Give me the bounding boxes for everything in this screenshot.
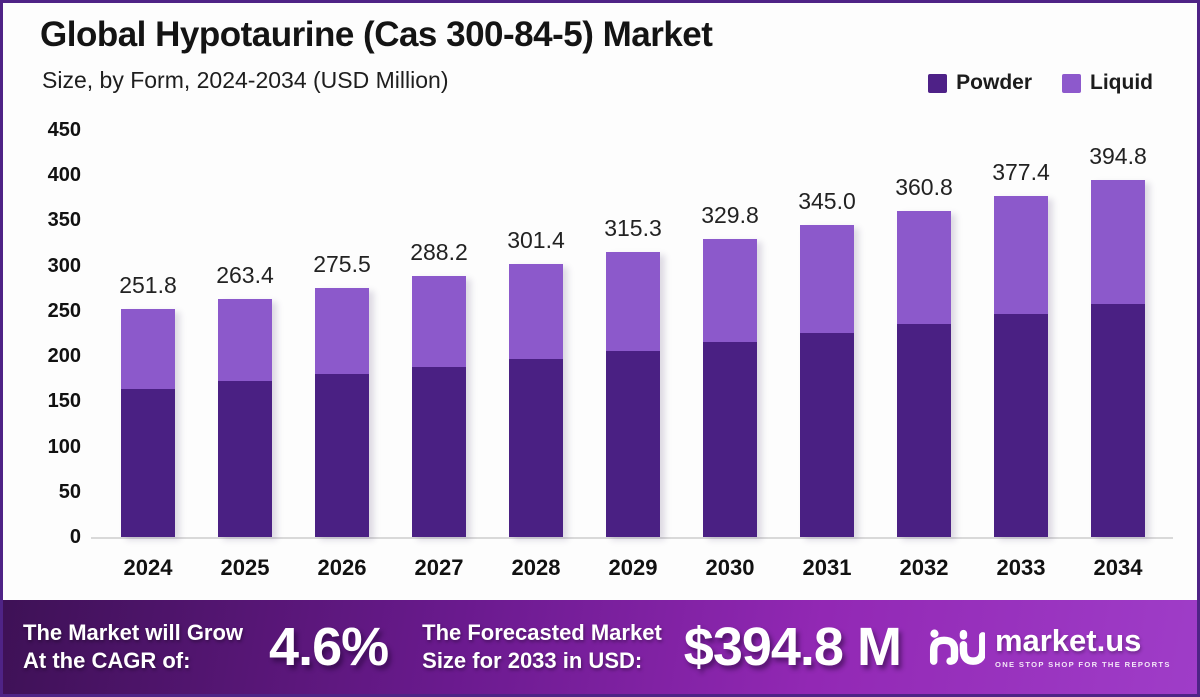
x-axis-label-2034: 2034 (1093, 555, 1143, 580)
cagr-label: The Market will Grow At the CAGR of: (23, 619, 243, 675)
page-title: Global Hypotaurine (Cas 300-84-5) Market (40, 15, 713, 54)
x-axis-label-2026: 2026 (317, 555, 367, 580)
marketus-logo-icon (929, 629, 985, 665)
bar-2025 (218, 298, 272, 537)
total-label-2030: 329.8 (701, 201, 759, 228)
cagr-label-line2: At the CAGR of: (23, 648, 191, 673)
liquid-swatch-icon (1062, 73, 1082, 93)
x-axis-label-2027: 2027 (414, 555, 464, 580)
legend-item-liquid: Liquid (1062, 71, 1153, 95)
total-label-2027: 288.2 (410, 239, 468, 266)
bar-segment-liquid-2033 (994, 195, 1048, 314)
bar-segment-liquid-2030 (703, 238, 757, 342)
legend-label-powder: Powder (956, 71, 1033, 94)
powder-swatch-icon (928, 73, 948, 93)
x-axis-line (91, 537, 1173, 539)
x-axis-label-2030: 2030 (705, 555, 755, 580)
bar-2033 (994, 195, 1048, 537)
y-axis-tick-250: 250 (47, 299, 81, 322)
forecast-label: The Forecasted Market Size for 2033 in U… (422, 619, 662, 675)
cagr-label-line1: The Market will Grow (23, 619, 244, 645)
stacked-bar-chart: 0 50 100 150 200 250 300 350 400 450 251.8 2024 263.… (3, 3, 1197, 694)
bar-segment-liquid-2025 (218, 298, 272, 382)
x-axis-label-2025: 2025 (220, 555, 270, 580)
total-label-2034: 394.8 (1089, 142, 1147, 169)
forecast-label-line2: Size for 2033 in USD: (422, 648, 643, 673)
total-label-2031: 345.0 (798, 187, 856, 214)
total-label-2026: 275.5 (313, 250, 371, 277)
bar-segment-liquid-2032 (897, 210, 951, 324)
legend: Powder Liquid (928, 71, 1153, 95)
bar-2024 (121, 309, 175, 537)
bar-segment-powder-2031 (800, 332, 854, 537)
bar-segment-powder-2029 (606, 350, 660, 537)
total-label-2024: 251.8 (119, 272, 177, 299)
bar-2032 (897, 210, 951, 537)
bar-segment-powder-2033 (994, 313, 1048, 537)
x-axis-label-2031: 2031 (802, 555, 852, 580)
bar-segment-powder-2030 (703, 341, 757, 537)
bar-segment-powder-2025 (218, 381, 272, 537)
bar-segment-liquid-2027 (412, 276, 466, 367)
bar-segment-powder-2028 (509, 358, 563, 537)
y-axis-tick-0: 0 (69, 526, 81, 548)
footer-banner: The Market will Grow At the CAGR of: 4.6… (3, 600, 1197, 694)
bar-segment-powder-2032 (897, 323, 951, 537)
cagr-value: 4.6% (269, 617, 389, 677)
legend-label-liquid: Liquid (1090, 71, 1153, 94)
bar-segment-powder-2027 (412, 366, 466, 537)
total-label-2029: 315.3 (604, 214, 662, 241)
y-axis-tick-50: 50 (58, 480, 81, 503)
total-label-2028: 301.4 (507, 227, 565, 254)
bar-segment-liquid-2026 (315, 287, 369, 375)
bar-segment-liquid-2028 (509, 264, 563, 359)
bar-2031 (800, 224, 854, 537)
page-subtitle: Size, by Form, 2024-2034 (USD Million) (42, 67, 449, 93)
brand-logo: market.us ONE STOP SHOP FOR THE REPORTS (927, 623, 1171, 671)
y-axis-tick-300: 300 (47, 254, 81, 277)
bar-2029 (606, 251, 660, 537)
bar-segment-liquid-2034 (1091, 179, 1145, 304)
forecast-label-line1: The Forecasted Market (422, 619, 662, 645)
x-axis-label-2032: 2032 (899, 555, 949, 580)
bar-segment-powder-2034 (1091, 303, 1145, 537)
total-label-2033: 377.4 (992, 158, 1050, 185)
bar-2028 (509, 264, 563, 537)
bar-2027 (412, 276, 466, 537)
forecast-value: $394.8 M (683, 617, 902, 677)
x-axis-label-2033: 2033 (996, 555, 1046, 580)
y-axis-tick-350: 350 (47, 209, 81, 232)
bar-2026 (315, 287, 369, 537)
bar-segment-liquid-2024 (121, 309, 175, 389)
y-axis-tick-400: 400 (47, 164, 81, 187)
legend-item-powder: Powder (928, 71, 1032, 95)
bar-segment-powder-2026 (315, 374, 369, 537)
y-axis-tick-150: 150 (47, 390, 81, 413)
y-axis-tick-200: 200 (47, 345, 81, 368)
y-axis-tick-100: 100 (47, 435, 81, 458)
x-axis-label-2028: 2028 (511, 555, 561, 580)
bar-segment-powder-2024 (121, 388, 175, 537)
bar-2030 (703, 238, 757, 537)
y-axis-tick-450: 450 (47, 119, 81, 141)
x-axis-label-2024: 2024 (123, 555, 173, 580)
total-label-2032: 360.8 (895, 173, 953, 200)
x-axis-label-2029: 2029 (608, 555, 658, 580)
bar-2034 (1091, 179, 1145, 537)
total-label-2025: 263.4 (216, 261, 274, 288)
brand-name: market.us (994, 623, 1142, 658)
brand-text: market.us ONE STOP SHOP FOR THE REPORTS (995, 625, 1171, 669)
bar-segment-liquid-2031 (800, 224, 854, 333)
bar-segment-liquid-2029 (606, 251, 660, 351)
brand-tagline: ONE STOP SHOP FOR THE REPORTS (994, 660, 1171, 669)
